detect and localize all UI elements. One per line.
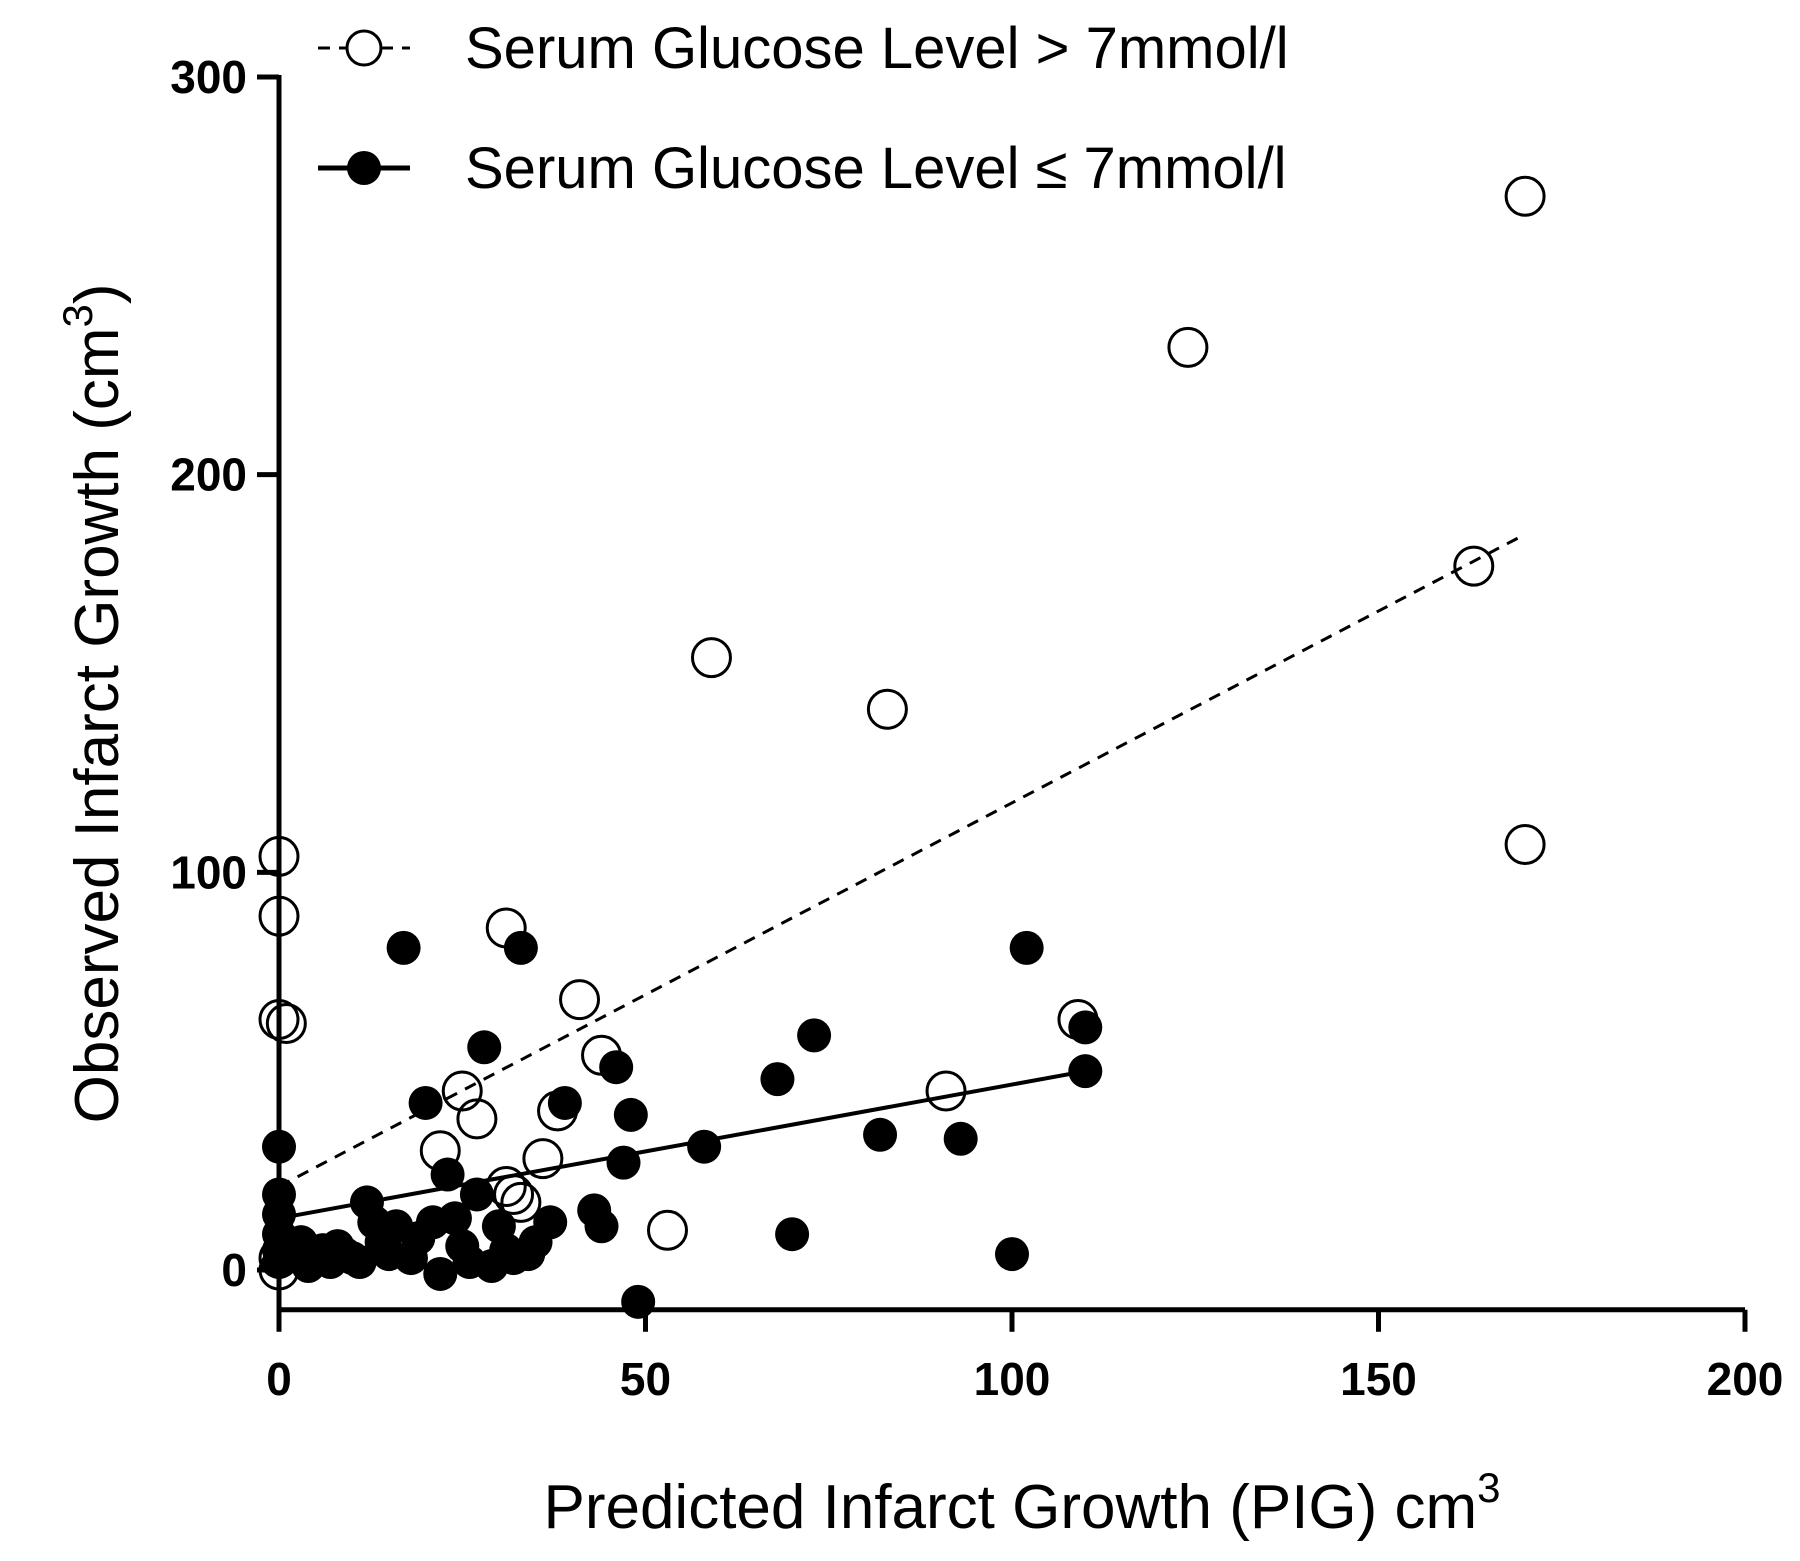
y-axis-title: Observed Infarct Growth (cm3) xyxy=(54,283,132,1123)
y-tick-label: 0 xyxy=(221,1244,247,1296)
x-tick-label: 200 xyxy=(1707,1353,1784,1405)
data-point-high-glucose xyxy=(925,1070,967,1112)
data-point-normal-glucose xyxy=(467,1030,502,1065)
data-point-high-glucose xyxy=(690,637,732,679)
legend: Serum Glucose Level > 7mmol/l Serum Gluc… xyxy=(318,16,1289,201)
y-tick-label: 200 xyxy=(170,449,247,501)
data-point-normal-glucose xyxy=(621,1284,656,1319)
data-point-normal-glucose xyxy=(533,1205,568,1240)
data-point-normal-glucose xyxy=(423,1256,458,1291)
fit-line-high-glucose xyxy=(278,532,1526,1188)
y-tick-label: 100 xyxy=(170,846,247,898)
data-point-high-glucose xyxy=(1167,326,1209,368)
data-point-high-glucose xyxy=(1504,823,1546,865)
data-point-high-glucose xyxy=(1453,545,1495,587)
data-point-high-glucose xyxy=(265,1002,307,1044)
legend-marker-open-circle xyxy=(345,29,383,67)
data-point-normal-glucose xyxy=(386,930,421,965)
data-point-high-glucose xyxy=(1504,175,1546,217)
data-point-normal-glucose xyxy=(459,1177,494,1212)
legend-label-normal-glucose: Serum Glucose Level ≤ 7mmol/l xyxy=(465,136,1287,201)
data-point-high-glucose xyxy=(485,907,527,949)
data-point-high-glucose xyxy=(441,1070,483,1112)
legend-item-normal-glucose: Serum Glucose Level ≤ 7mmol/l xyxy=(318,136,1287,201)
data-point-high-glucose xyxy=(559,979,601,1021)
data-point-normal-glucose xyxy=(342,1245,377,1280)
data-point-high-glucose xyxy=(456,1098,498,1140)
legend-marker-filled-circle xyxy=(347,151,381,185)
data-point-normal-glucose xyxy=(943,1121,978,1156)
data-point-high-glucose xyxy=(1057,998,1099,1040)
data-point-normal-glucose xyxy=(863,1117,898,1152)
data-point-normal-glucose xyxy=(1068,1054,1103,1089)
data-point-normal-glucose xyxy=(1009,930,1044,965)
x-tick-label: 100 xyxy=(974,1353,1051,1405)
data-point-high-glucose xyxy=(485,1165,527,1207)
data-point-normal-glucose xyxy=(687,1129,722,1164)
data-point-normal-glucose xyxy=(775,1217,810,1252)
data-point-high-glucose xyxy=(493,1173,535,1215)
axes-layer xyxy=(276,75,1745,1313)
x-axis-title: Predicted Infarct Growth (PIG) cm3 xyxy=(543,1464,1500,1542)
data-point-normal-glucose xyxy=(606,1145,641,1180)
data-point-high-glucose xyxy=(419,1130,461,1172)
x-tick-label: 50 xyxy=(620,1353,671,1405)
data-point-normal-glucose xyxy=(437,1201,472,1236)
fit-lines-layer xyxy=(278,532,1526,1221)
data-point-normal-glucose xyxy=(1068,1010,1103,1045)
data-point-normal-glucose xyxy=(584,1209,619,1244)
data-point-high-glucose xyxy=(537,1090,579,1132)
data-point-normal-glucose xyxy=(995,1237,1029,1272)
data-point-normal-glucose xyxy=(797,1018,832,1053)
data-point-high-glucose xyxy=(500,1181,542,1223)
ticks-layer: 0 50 100 150 200 0 100 200 300 xyxy=(170,51,1783,1405)
data-point-normal-glucose xyxy=(760,1062,795,1097)
data-point-normal-glucose xyxy=(503,930,538,965)
data-point-normal-glucose xyxy=(613,1097,648,1132)
legend-label-high-glucose: Serum Glucose Level > 7mmol/l xyxy=(465,16,1289,81)
x-tick-label: 150 xyxy=(1340,1353,1417,1405)
data-point-high-glucose xyxy=(646,1209,688,1251)
points-layer xyxy=(258,175,1546,1319)
legend-item-high-glucose: Serum Glucose Level > 7mmol/l xyxy=(318,16,1289,81)
x-tick-label: 0 xyxy=(266,1353,292,1405)
data-point-normal-glucose xyxy=(547,1085,582,1120)
data-point-high-glucose xyxy=(522,1138,564,1180)
data-point-high-glucose xyxy=(866,688,908,730)
data-point-normal-glucose xyxy=(430,1157,465,1192)
fit-line-normal-glucose xyxy=(278,1069,1086,1221)
y-tick-label: 300 xyxy=(170,51,247,103)
data-point-normal-glucose xyxy=(408,1085,443,1120)
data-point-high-glucose xyxy=(581,1034,623,1076)
